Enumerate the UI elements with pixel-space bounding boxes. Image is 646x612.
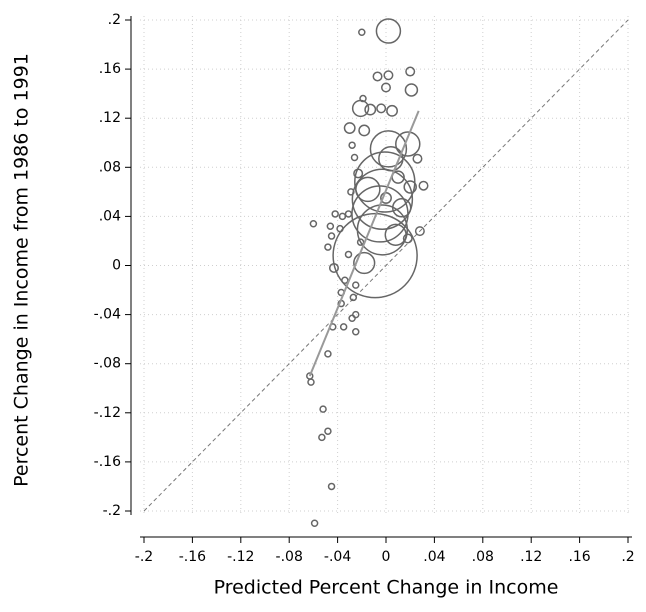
bubble [343, 122, 356, 134]
x-tick-label: -.2 [135, 549, 153, 565]
y-tick-label: .08 [99, 159, 121, 175]
bubble [338, 212, 347, 221]
y-tick-label: 0 [112, 258, 121, 274]
x-axis-title: Predicted Percent Change in Income [214, 577, 559, 599]
x-tick-label: .12 [520, 549, 542, 565]
bubble [372, 71, 383, 82]
bubble [341, 276, 349, 284]
bubble [331, 210, 339, 218]
x-tick-label: -.12 [227, 549, 254, 565]
bubble [344, 250, 353, 259]
bubble [356, 238, 365, 246]
bubble [383, 70, 394, 81]
x-tick-label: -.16 [179, 549, 206, 565]
bubble [319, 405, 327, 413]
bubble [350, 153, 359, 162]
bubble [349, 293, 358, 302]
bubble [353, 251, 376, 275]
bubble [414, 226, 425, 237]
bubble [375, 18, 402, 44]
bubble [324, 427, 332, 435]
bubble [348, 314, 356, 323]
bubble [358, 124, 371, 137]
bubble [404, 83, 419, 97]
bubble [359, 94, 367, 103]
y-tick-label: -.16 [94, 454, 121, 470]
bubble [405, 66, 416, 77]
y-tick-label: .04 [99, 208, 121, 224]
bubble [412, 153, 423, 164]
y-tick-label: .2 [108, 12, 121, 28]
bubble [395, 131, 421, 157]
reference-line [143, 19, 629, 512]
fit-line [308, 110, 420, 377]
bubble [327, 482, 336, 491]
bubble [348, 141, 356, 149]
bubble [352, 328, 360, 336]
bubble [355, 176, 381, 203]
bubble [318, 433, 326, 442]
x-tick-label: .04 [423, 549, 445, 565]
bubble [364, 103, 377, 116]
bubble [307, 378, 315, 386]
bubble [310, 519, 319, 528]
bubble [332, 212, 418, 299]
x-tick-label: -.04 [324, 549, 351, 565]
x-tick-label: -.08 [276, 549, 303, 565]
bubble [376, 103, 387, 114]
bubble [391, 198, 412, 218]
x-tick-label: 0 [382, 549, 391, 565]
bubble [352, 281, 360, 289]
bubble [386, 104, 398, 117]
bubble [336, 224, 344, 233]
y-tick-label: -.04 [94, 307, 121, 323]
y-tick-label: .16 [99, 61, 121, 77]
bubble [418, 180, 429, 191]
bubble [327, 232, 336, 240]
bubble [339, 323, 348, 331]
y-tick-label: -.2 [103, 503, 121, 519]
y-tick-label: .12 [99, 110, 121, 126]
bubble [351, 168, 414, 230]
bubble [328, 262, 339, 273]
bubble [344, 210, 353, 218]
bubble [369, 130, 408, 168]
bubble [324, 350, 332, 358]
bubble [309, 220, 318, 228]
bubble [381, 82, 391, 93]
x-tick-label: .16 [568, 549, 590, 565]
x-tick-label: .08 [472, 549, 494, 565]
bubble [326, 222, 335, 230]
bubble [378, 145, 404, 172]
bubble [324, 243, 332, 251]
bubble [347, 188, 355, 196]
y-axis-title: Percent Change in Income from 1986 to 19… [11, 53, 33, 487]
bubble [358, 28, 366, 37]
bubble [402, 233, 413, 244]
y-tick-label: -.08 [94, 356, 121, 372]
bubble [353, 168, 364, 179]
bubble [356, 204, 409, 256]
y-tick-label: -.12 [94, 405, 121, 421]
bubble [403, 180, 417, 194]
x-tick-label: .2 [621, 549, 634, 565]
